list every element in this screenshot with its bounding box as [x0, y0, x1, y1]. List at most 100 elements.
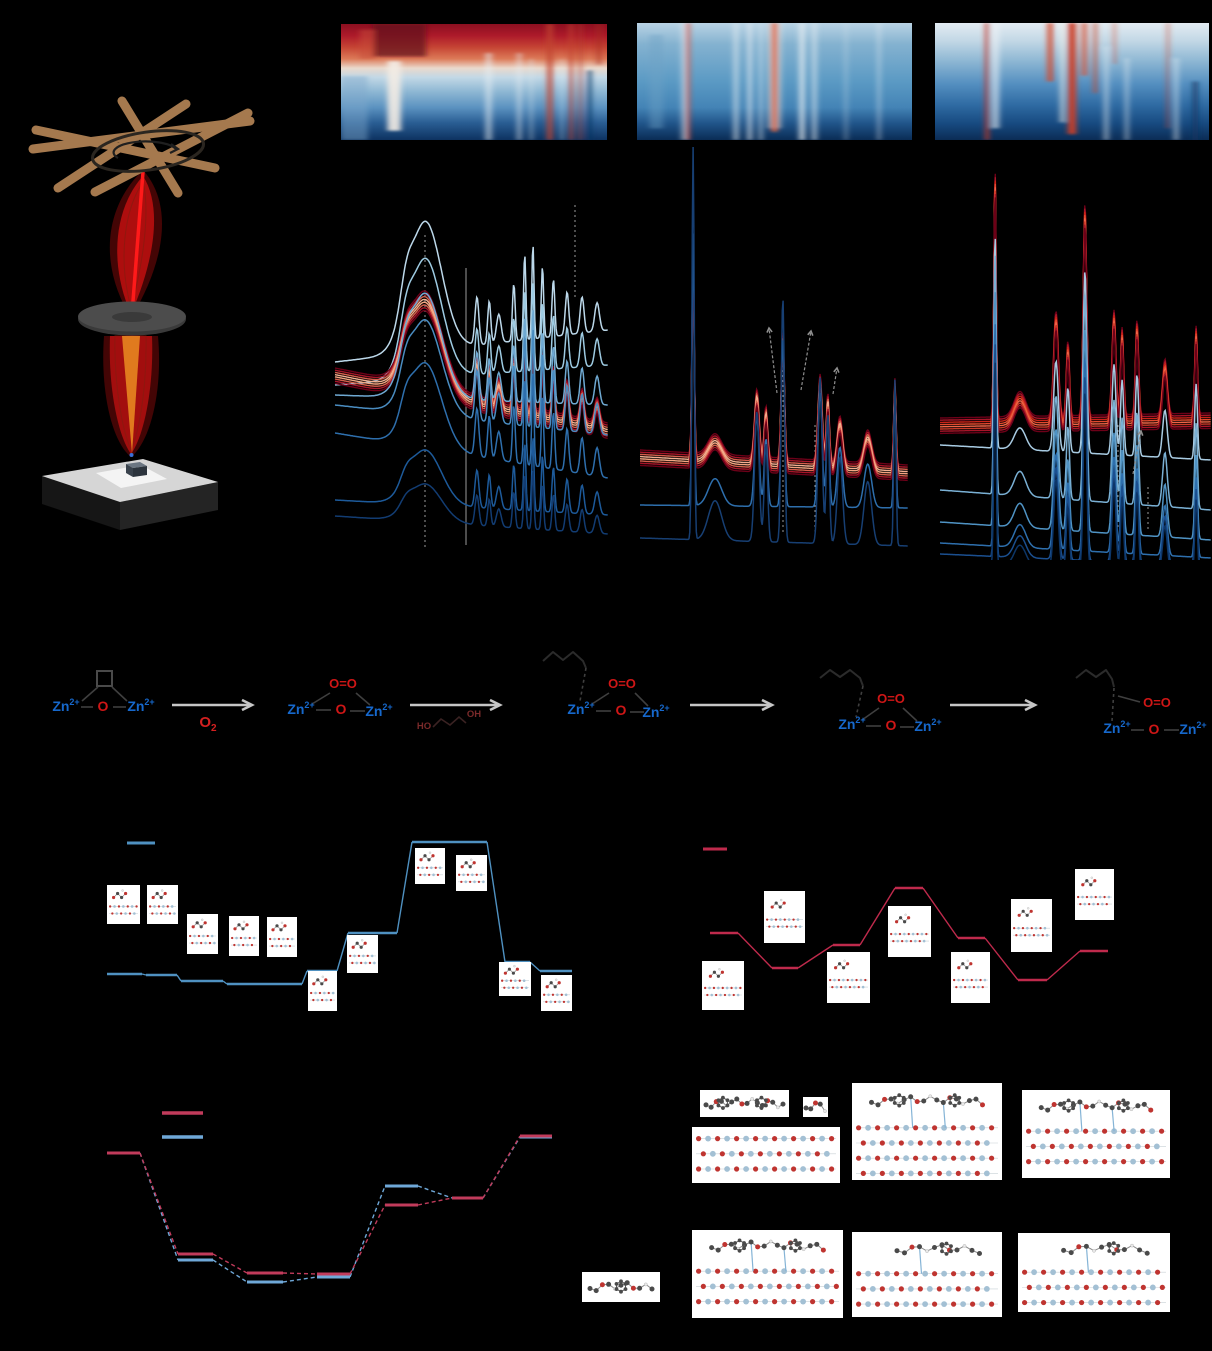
structure-inset	[415, 848, 445, 884]
spectrum-curves	[334, 220, 608, 535]
energy-connector	[396, 841, 413, 934]
trend-arrow	[1132, 430, 1142, 475]
zn-ion-label: Zn2+	[914, 717, 941, 734]
stage-block	[42, 476, 120, 530]
spectrum-line-blue	[939, 292, 1211, 541]
energy-connector	[417, 1197, 453, 1206]
spectrum-line-blue	[334, 470, 608, 535]
spectrum-line-blue	[940, 324, 1211, 559]
heatmap-streaks	[985, 23, 1199, 140]
dft-slab-panel	[852, 1083, 1002, 1180]
spectrum-line-blue	[939, 255, 1211, 511]
dft-slab-panel	[1022, 1090, 1170, 1178]
sample-cube	[126, 462, 147, 468]
energy-connector	[349, 1204, 386, 1275]
zn-ion-label: Zn2+	[1103, 719, 1130, 736]
zn-ion-label: Zn2+	[287, 700, 314, 717]
adsorbate-chain	[542, 651, 587, 669]
spectrum-line-blue	[640, 233, 908, 509]
spectrum-line-red	[334, 307, 608, 437]
spectrum-line-red	[334, 293, 608, 426]
spectrum-line-blue	[334, 319, 608, 436]
spectrum-line-blue	[990, 362, 1200, 560]
bond-line	[311, 692, 331, 705]
zn-ion-label: Zn2+	[1179, 720, 1206, 737]
structure-inset	[764, 891, 805, 943]
heatmap-panel-1	[341, 24, 607, 140]
heatmap-streaks	[649, 23, 881, 140]
bond-line	[111, 686, 128, 702]
structure-inset	[107, 885, 140, 924]
zn-ion-label: Zn2+	[838, 715, 865, 732]
bond-line	[855, 685, 864, 718]
bond-line	[355, 692, 371, 706]
adsorbed-o2-label: O=O	[1143, 695, 1171, 710]
adsorbate-chain	[1075, 669, 1115, 688]
adsorbed-o2-label: O=O	[608, 676, 636, 691]
energy-connector	[222, 980, 228, 985]
energy-connector	[141, 973, 147, 976]
lattice-oxygen-label: O	[98, 698, 109, 714]
spectrum-line-blue	[940, 238, 1211, 461]
lattice-oxygen-label: O	[336, 701, 347, 717]
dft-slab-panel	[692, 1127, 840, 1183]
spectrum-line-red	[334, 290, 608, 424]
spectra-panel-2	[640, 147, 908, 547]
zn-ion-label: Zn2+	[365, 702, 392, 719]
energy-diagram-pair	[107, 1111, 660, 1302]
energy-connector	[529, 961, 541, 972]
zn-ion-label: Zn2+	[52, 697, 79, 714]
energy-connector	[859, 887, 896, 946]
instrument-illustration	[28, 96, 255, 530]
lattice-oxygen-label: O	[1149, 721, 1160, 737]
energy-connector	[282, 1272, 318, 1275]
spectrum-curves	[640, 147, 908, 547]
reaction-mechanism: Zn2+ O Zn2+ Zn2+ O Zn2+ O=O Zn2+ O Zn2+ O=O Zn2+ O Zn…	[52, 651, 1207, 737]
heatmap-panel-3	[935, 23, 1209, 140]
spectrum-line-red	[334, 298, 608, 431]
dft-slab-panel	[852, 1232, 1002, 1317]
energy-connector	[797, 944, 834, 969]
sample-plate	[96, 465, 167, 488]
bond-line	[591, 692, 610, 705]
energy-connector	[282, 1276, 318, 1283]
trend-arrow	[768, 327, 778, 394]
energy-connector	[139, 1152, 179, 1255]
energy-connector	[336, 932, 349, 972]
glycol-oh-label: OH	[467, 709, 481, 720]
glycol-skeleton	[432, 715, 467, 728]
dft-slab-panel	[803, 1097, 828, 1117]
heatmap-streaks	[341, 24, 602, 140]
energy-connector	[737, 932, 773, 969]
rotation-ring	[90, 129, 206, 173]
energy-connector	[301, 970, 308, 985]
energy-diagram-blue	[107, 840, 572, 1011]
energy-diagram-red	[702, 847, 1114, 1010]
zn-ion-label: Zn2+	[642, 703, 669, 720]
bond-line	[81, 686, 99, 702]
dft-slab-panel	[1018, 1233, 1170, 1312]
energy-connector	[176, 974, 182, 982]
bond-line	[634, 692, 649, 707]
zn-ion-label: Zn2+	[127, 697, 154, 714]
spectrum-line-blue	[335, 292, 608, 406]
spectrum-line-blue	[335, 438, 608, 516]
lattice-oxygen-label: O	[886, 717, 897, 733]
spectrum-line-red	[940, 197, 1211, 435]
focused-beam-cone	[122, 336, 140, 454]
structure-inset	[951, 952, 990, 1003]
spectra-panel-1	[334, 205, 608, 548]
spectrum-line-red	[640, 270, 908, 482]
spectrum-line-blue	[940, 344, 1200, 560]
glycol-ho-label: HO	[417, 721, 431, 732]
spectrum-line-blue	[334, 220, 608, 363]
stirrer-rod	[117, 96, 183, 198]
structure-inset	[499, 962, 531, 996]
energy-connector	[417, 1185, 453, 1199]
energy-connector	[1046, 950, 1081, 981]
spectrum-line-blue	[334, 361, 608, 479]
energy-connector	[922, 887, 959, 939]
spectrum-curves	[939, 173, 1211, 560]
